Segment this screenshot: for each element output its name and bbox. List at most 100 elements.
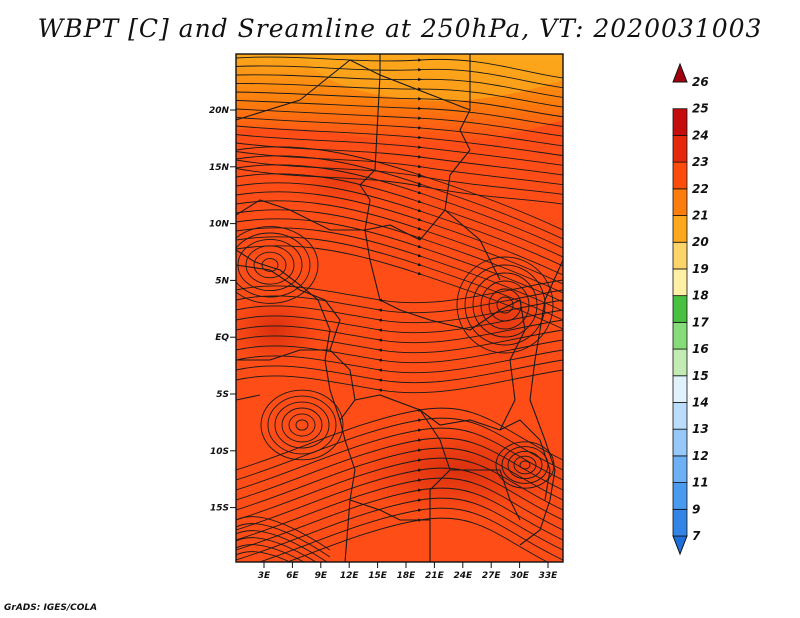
streamline bbox=[258, 507, 563, 562]
colorbar-swatch bbox=[672, 321, 688, 350]
streamline bbox=[236, 173, 563, 258]
colorbar-max-triangle bbox=[672, 62, 688, 83]
lat-tick-label: 5S bbox=[216, 390, 229, 400]
streamline bbox=[236, 427, 563, 491]
streamline bbox=[236, 497, 563, 561]
colorbar-swatch bbox=[672, 215, 688, 243]
streamline bbox=[236, 551, 292, 562]
streamline bbox=[236, 359, 563, 384]
country-borders bbox=[236, 54, 551, 562]
streamline bbox=[236, 146, 563, 231]
colorbar-label: 16 bbox=[692, 342, 709, 356]
lon-tick-label: 15E bbox=[368, 571, 388, 581]
latitude-axis: 20N 15N 10N 5N EQ 5S 10S 15S bbox=[209, 106, 236, 514]
streamline bbox=[236, 168, 563, 205]
colorbar: 7 9 11 12 13 14 15 16 17 18 19 20 21 22 23 24 25 26 bbox=[672, 62, 709, 556]
colorbar-label: 21 bbox=[692, 209, 709, 223]
streamline bbox=[236, 151, 563, 186]
lon-tick-label: 30E bbox=[510, 571, 530, 581]
streamline bbox=[236, 142, 563, 176]
coastline bbox=[236, 249, 563, 546]
map-title: WBPT [C] and Sreamline at 250hPa, VT: 20… bbox=[37, 14, 763, 43]
streamline bbox=[236, 182, 563, 267]
streamline bbox=[495, 441, 555, 489]
streamline bbox=[236, 155, 563, 240]
streamline bbox=[281, 407, 323, 443]
colorbar-label: 12 bbox=[692, 449, 709, 463]
streamline bbox=[236, 447, 563, 511]
lat-tick-label: EQ bbox=[215, 333, 229, 343]
colorbar-swatch bbox=[672, 135, 688, 163]
lon-tick-label: 3E bbox=[258, 571, 271, 581]
streamline bbox=[236, 530, 328, 562]
streamline bbox=[236, 477, 563, 541]
streamline bbox=[496, 296, 514, 314]
lon-tick-label: 6E bbox=[286, 571, 299, 581]
lon-tick-label: 27E bbox=[482, 571, 502, 581]
colorbar-label: 13 bbox=[692, 422, 709, 436]
streamline bbox=[236, 487, 563, 551]
lon-tick-label: 9E bbox=[315, 571, 328, 581]
colorbar-label: 7 bbox=[692, 529, 701, 543]
streamline bbox=[236, 299, 563, 324]
streamline bbox=[236, 544, 305, 562]
streamline bbox=[236, 339, 563, 364]
grads-credit: GrADS: IGES/COLA bbox=[4, 603, 98, 613]
streamline bbox=[236, 437, 563, 501]
streamline bbox=[236, 232, 311, 298]
streamline bbox=[513, 455, 537, 475]
colorbar-label: 15 bbox=[692, 369, 709, 383]
streamline bbox=[288, 413, 316, 437]
colorbar-min-triangle bbox=[672, 535, 688, 556]
streamline bbox=[245, 245, 295, 285]
lat-tick-label: 15S bbox=[210, 504, 229, 514]
streamline bbox=[236, 134, 563, 166]
lat-tick-label: 20N bbox=[209, 106, 230, 116]
streamline bbox=[236, 319, 563, 344]
map-plot bbox=[236, 54, 563, 562]
lon-tick-label: 24E bbox=[453, 571, 473, 581]
colorbar-label: 26 bbox=[692, 75, 709, 89]
streamline bbox=[236, 200, 563, 285]
colorbar-label: 18 bbox=[692, 289, 709, 303]
colorbar-swatch bbox=[672, 268, 688, 297]
streamline bbox=[480, 280, 530, 330]
streamline bbox=[236, 329, 563, 354]
longitude-axis: 3E 6E 9E 12E 15E 18E 21E 24E 27E 30E 33E bbox=[258, 562, 558, 581]
lon-tick-label: 18E bbox=[397, 571, 417, 581]
streamline bbox=[236, 117, 563, 147]
lat-tick-label: 5N bbox=[215, 276, 229, 286]
lon-tick-label: 21E bbox=[425, 571, 445, 581]
streamline bbox=[261, 258, 279, 272]
streamline bbox=[236, 209, 563, 294]
streamline bbox=[236, 523, 331, 558]
colorbar-label: 20 bbox=[692, 235, 709, 249]
streamline bbox=[464, 264, 546, 346]
colorbar-label: 11 bbox=[692, 476, 709, 490]
lon-tick-label: 12E bbox=[340, 571, 360, 581]
streamline bbox=[267, 395, 337, 455]
colorbar-swatch bbox=[672, 428, 688, 457]
colorbar-label: 9 bbox=[692, 502, 700, 516]
colorbar-swatch bbox=[672, 295, 688, 323]
streamline bbox=[253, 251, 287, 279]
streamline bbox=[236, 91, 563, 118]
colorbar-swatch bbox=[672, 348, 688, 377]
streamline bbox=[236, 457, 563, 521]
streamline bbox=[236, 226, 319, 304]
streamline bbox=[472, 272, 538, 338]
streamline bbox=[236, 83, 563, 108]
streamline bbox=[236, 191, 563, 276]
colorbar-label: 17 bbox=[692, 315, 709, 329]
colorbar-swatch bbox=[672, 482, 688, 510]
colorbar-swatch bbox=[672, 188, 688, 216]
colorbar-label: 24 bbox=[692, 128, 709, 142]
colorbar-label: 23 bbox=[692, 155, 709, 169]
wbpt-band-21 bbox=[300, 54, 563, 101]
colorbar-swatch bbox=[672, 241, 688, 270]
colorbar-swatch bbox=[672, 161, 688, 190]
lat-tick-label: 10N bbox=[209, 220, 230, 230]
streamlines bbox=[236, 56, 563, 562]
colorbar-label: 14 bbox=[692, 395, 709, 409]
